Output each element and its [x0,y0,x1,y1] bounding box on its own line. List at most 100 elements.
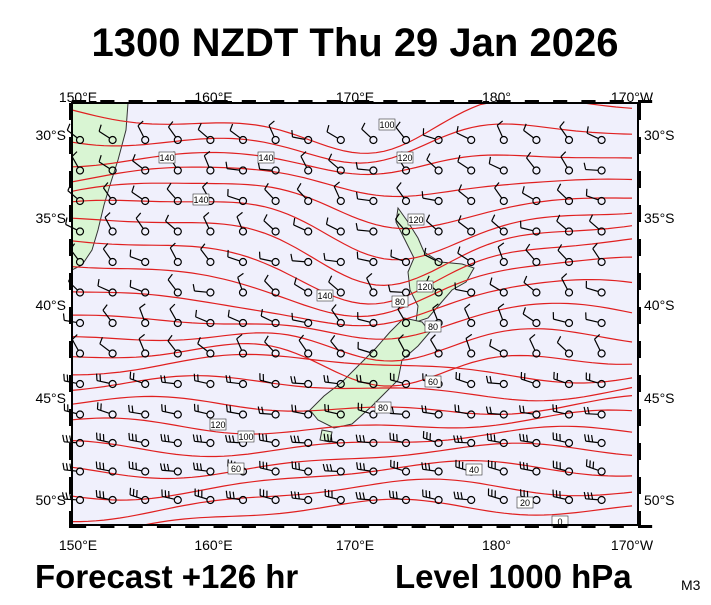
contour-label: 80 [428,322,438,332]
barb-feather [328,434,329,441]
frame-tick [69,443,72,460]
contour-label: 140 [159,153,174,163]
barb-feather [230,405,231,412]
lat-label-left: 30°S [35,127,66,143]
frame-tick [468,100,482,103]
frame-tick [638,171,641,188]
barb-feather [67,375,68,382]
frame-tick [69,477,72,494]
frame-tick [242,100,256,103]
barb-feather [331,435,332,442]
frame-tick [638,273,641,290]
frame-tick [69,171,72,188]
frame-tick [214,525,228,528]
barb-feather [527,463,528,470]
barb-feather [487,433,488,440]
frame-tick [610,525,624,528]
barb-staff [390,292,402,293]
level: Level 1000 hPa [395,558,632,595]
frame-tick [440,100,454,103]
frame-tick [383,525,397,528]
frame-tick [638,137,641,154]
frame-tick [638,443,641,460]
lat-label-left: 45°S [35,390,66,406]
lat-label-right: 40°S [644,297,675,313]
frame-tick [69,307,72,324]
contour-label: 140 [193,195,208,205]
barb-feather [324,434,325,441]
barb-feather [66,463,67,470]
contour-label: 140 [317,291,332,301]
lat-label-right: 50°S [644,492,675,508]
lon-label-top: 170°E [336,89,374,105]
contour-label: 60 [428,377,438,387]
barb-feather [292,130,293,137]
contour-label: 100 [379,120,394,130]
barb-feather [70,464,71,471]
frame-tick [327,525,341,528]
frame-tick [553,525,567,528]
contour-label: 80 [378,403,388,413]
frame-tick [638,307,641,324]
barb-feather [66,492,68,499]
lon-label-bottom: 180° [482,537,511,553]
lon-label-bottom: 170°W [611,537,654,553]
lon-label-top: 180° [482,89,511,105]
barb-feather [520,462,521,469]
frame-tick [525,525,539,528]
barb-feather [66,435,67,442]
frame-tick [440,525,454,528]
lon-label-top: 150°E [59,89,97,105]
frame-tick [525,100,539,103]
barb-feather [103,463,104,470]
barb-feather [455,282,456,289]
frame-tick [412,525,426,528]
frame-tick [69,205,72,222]
barb-staff [586,414,598,415]
contour-label: 80 [395,297,405,307]
frame-tick [497,525,511,528]
frame-tick [69,103,72,120]
barb-staff [325,471,337,472]
frame-tick [638,239,641,256]
frame-tick [157,100,171,103]
barb-feather [129,433,130,440]
barb-feather [458,405,459,412]
barb-staff [227,442,239,443]
contour-label: 40 [469,465,479,475]
contour-label: 120 [417,282,432,292]
barb-staff [292,442,304,443]
barb-feather [455,404,456,411]
frame-tick [298,525,312,528]
frame-tick [100,525,114,528]
frame-tick [69,239,72,256]
barb-feather [129,405,130,412]
lon-label-bottom: 150°E [59,537,97,553]
barb-feather [391,250,392,257]
barb-feather [70,435,71,442]
frame-tick [242,525,256,528]
frame-tick [355,525,369,528]
model: M3 [681,577,701,593]
lat-label-left: 50°S [35,492,66,508]
frame-tick [581,100,595,103]
lon-label-top: 160°E [194,89,232,105]
title: 1300 NZDT Thu 29 Jan 2026 [92,21,619,65]
frame-tick [69,409,72,426]
contour-label: 20 [520,498,530,508]
barb-feather [227,405,228,412]
barb-feather [263,434,264,441]
frame-tick [298,100,312,103]
barb-feather [389,490,390,497]
lat-label-right: 35°S [644,210,675,226]
forecast: Forecast +126 hr [35,558,298,595]
barb-feather [67,124,70,130]
barb-feather [100,491,101,498]
frame-tick [69,341,72,358]
barb-feather [130,250,131,257]
frame-tick [383,100,397,103]
frame-tick [129,525,143,528]
